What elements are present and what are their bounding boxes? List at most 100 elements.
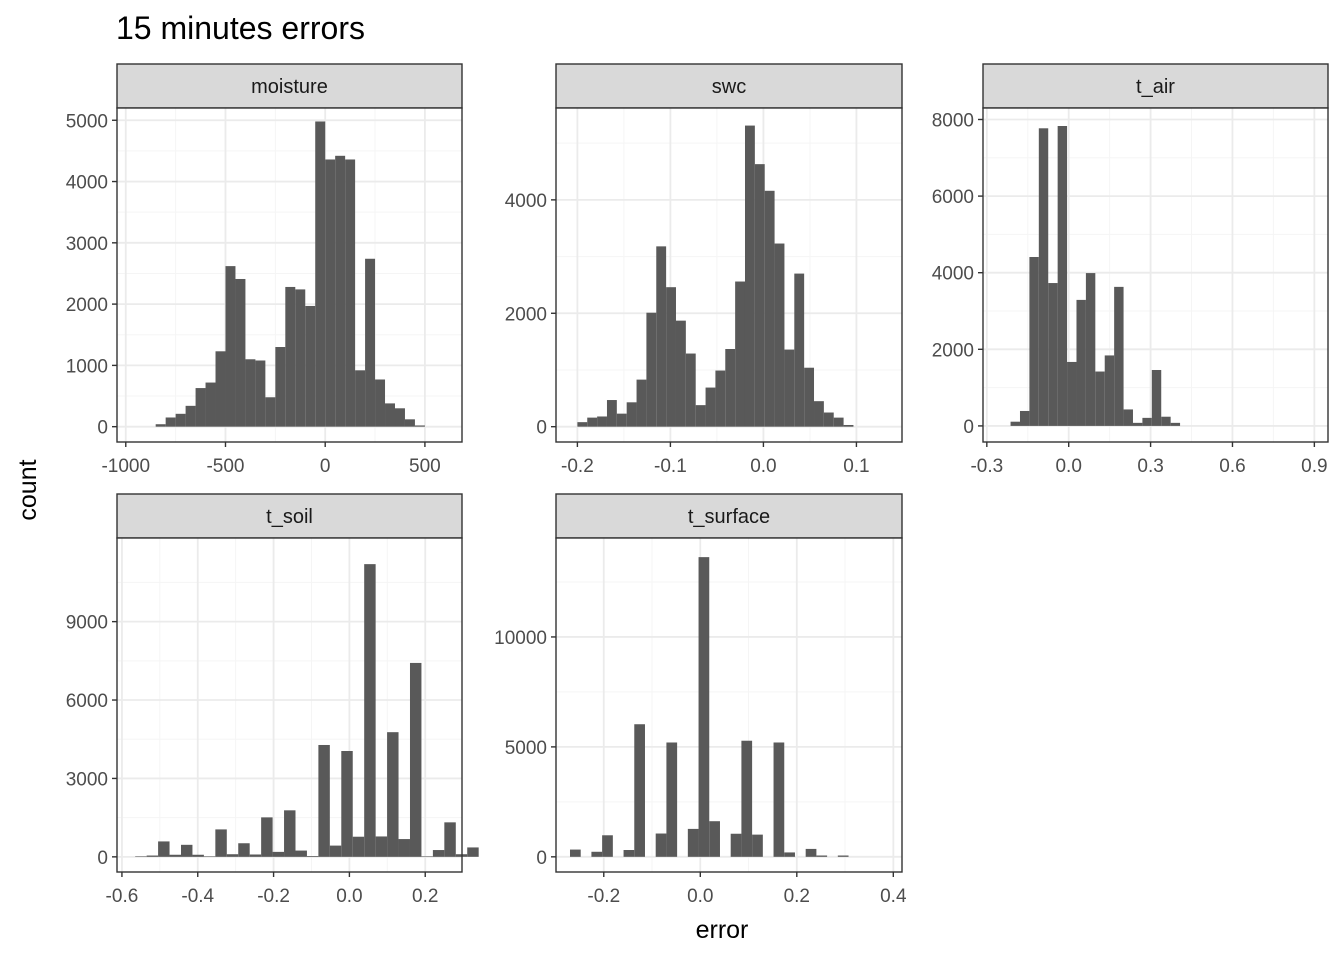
histogram-bar xyxy=(265,397,276,427)
histogram-bar xyxy=(656,246,667,427)
histogram-bar xyxy=(597,416,607,427)
histogram-bar xyxy=(577,422,588,427)
facet-t_soil: t_soil 0 3000 6000 9000 -0.6 -0.4 -0.2 0.0 0.2 xyxy=(66,493,479,907)
histogram-bar xyxy=(185,405,196,427)
histogram-bar xyxy=(398,839,410,857)
histogram-bar xyxy=(695,405,706,427)
panel-border xyxy=(555,107,903,443)
x-tick-label: -1000 xyxy=(101,456,150,477)
histogram-bar xyxy=(305,305,316,427)
histogram-bar xyxy=(636,379,647,427)
y-tick-label: 4000 xyxy=(505,191,547,212)
histogram-bar xyxy=(1132,422,1143,426)
y-tick-label: 0 xyxy=(97,848,108,869)
y-tick-label: 1000 xyxy=(66,356,108,377)
histogram-bar xyxy=(315,121,326,427)
x-tick-label: 0.0 xyxy=(687,886,713,907)
histogram-bar xyxy=(1104,355,1115,426)
histogram-bar xyxy=(623,850,635,857)
histogram-bar xyxy=(655,833,667,857)
y-tick-label: 2000 xyxy=(66,295,108,316)
histogram-bar xyxy=(1142,417,1152,426)
histogram-bar xyxy=(215,829,227,857)
y-tick-label: 8000 xyxy=(932,110,974,131)
histogram-bar xyxy=(1048,283,1058,426)
histogram-bar xyxy=(404,419,415,427)
x-tick-label: 0.3 xyxy=(1137,456,1163,477)
histogram-bar xyxy=(754,164,765,427)
facet-swc: swc 0 2000 4000 -0.2 -0.1 0.0 0.1 xyxy=(505,63,903,477)
histogram-bar xyxy=(764,190,775,427)
histogram-bar xyxy=(616,413,627,427)
histogram-bar xyxy=(784,852,795,857)
histogram-bar xyxy=(805,848,817,857)
histogram-bar xyxy=(833,417,844,427)
histogram-bar xyxy=(192,854,204,857)
histogram-bar xyxy=(685,353,696,427)
x-tick-label: -0.3 xyxy=(970,456,1003,477)
histogram-bar xyxy=(823,412,834,427)
histogram-bar xyxy=(284,810,296,857)
histogram-bar xyxy=(606,400,617,427)
y-tick-label: 10000 xyxy=(494,628,547,649)
histogram-bar xyxy=(1114,286,1124,426)
histogram-bar xyxy=(325,159,336,427)
histogram-bar xyxy=(705,387,716,427)
facet-strip xyxy=(116,63,463,109)
x-tick-label: 0.0 xyxy=(336,886,362,907)
facet-strip xyxy=(555,493,903,539)
panel-background xyxy=(556,538,902,872)
histogram-bar xyxy=(725,349,736,427)
facet-strip xyxy=(116,493,463,539)
histogram-bar xyxy=(375,836,388,857)
y-tick-label: 9000 xyxy=(66,613,108,634)
histogram-bar xyxy=(235,278,246,427)
histogram-bar xyxy=(1029,256,1039,426)
histogram-bar xyxy=(843,424,854,427)
histogram-bar xyxy=(226,854,239,857)
histogram-bar xyxy=(394,408,405,427)
histogram-bar xyxy=(1019,410,1030,426)
y-tick-label: 0 xyxy=(536,418,547,439)
y-axis-title: count xyxy=(14,459,42,520)
y-tick-label: 6000 xyxy=(932,187,974,208)
facet-t_air: t_air 0 2000 4000 6000 8000 -0.3 0.0 0.3 0.6 0.9 xyxy=(932,63,1329,477)
y-tick-label: 6000 xyxy=(66,691,108,712)
x-axis-title: error xyxy=(696,916,749,944)
histogram-bar xyxy=(735,281,745,427)
histogram-bar xyxy=(634,724,645,857)
histogram-bar xyxy=(387,732,399,857)
histogram-bar xyxy=(752,834,763,857)
histogram-bar xyxy=(318,744,330,857)
histogram-bar xyxy=(444,822,456,857)
histogram-bar xyxy=(203,856,216,857)
x-tick-label: -0.4 xyxy=(181,886,214,907)
x-tick-label: 0.2 xyxy=(784,886,810,907)
histogram-bar xyxy=(1151,369,1162,426)
y-tick-label: 2000 xyxy=(505,304,547,325)
histogram-bar xyxy=(1085,273,1096,426)
histogram-bar xyxy=(467,847,479,857)
histogram-bar xyxy=(238,843,250,857)
histogram-bar xyxy=(352,836,365,857)
histogram-bar xyxy=(155,424,166,427)
x-tick-label: -0.2 xyxy=(587,886,620,907)
histogram-bar xyxy=(1161,416,1171,426)
histogram-bar xyxy=(421,856,433,857)
histogram-bar xyxy=(146,855,159,857)
chart-title: 15 minutes errors xyxy=(116,10,365,46)
histogram-bar xyxy=(215,351,226,427)
histogram-bar xyxy=(1170,422,1181,426)
histogram-bar xyxy=(774,243,785,427)
histogram-bar xyxy=(335,155,346,427)
facet-moisture: moisture 0 1000 2000 3000 4000 5000 -1000 -500 0 5… xyxy=(66,63,463,477)
facet-strip-label: t_surface xyxy=(688,506,770,528)
histogram-bar xyxy=(414,425,425,427)
x-tick-label: 500 xyxy=(409,456,441,477)
histogram-bar xyxy=(365,258,376,427)
histogram-bar xyxy=(698,557,710,857)
x-tick-label: -0.2 xyxy=(257,886,290,907)
histogram-bar xyxy=(837,855,849,857)
histogram-bar xyxy=(814,401,824,427)
